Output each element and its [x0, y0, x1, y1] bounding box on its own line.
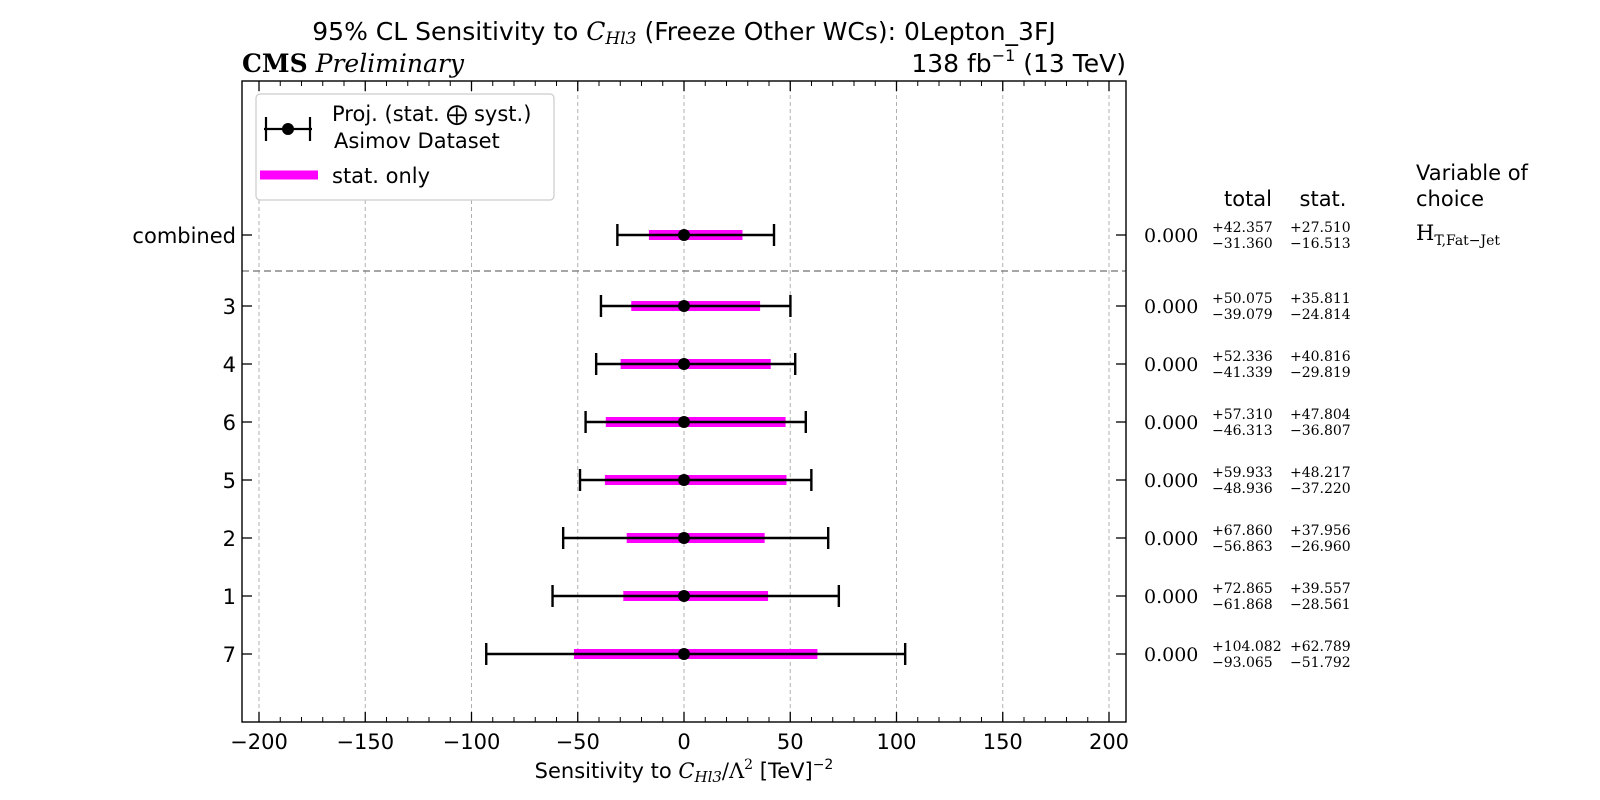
total-up-value: +67.860 [1212, 523, 1273, 539]
total-down-value: −48.936 [1212, 481, 1273, 497]
stat-up-value: +48.217 [1290, 465, 1351, 481]
x-axis-ticks: −200 −150 −100 −50 0 50 100 150 200 [230, 81, 1129, 754]
total-down-value: −39.079 [1212, 307, 1273, 323]
x-tick-label: −50 [556, 730, 600, 754]
chart-title: 95% CL Sensitivity to CHl3 (Freeze Other… [312, 17, 1055, 49]
y-tick-label: 6 [223, 411, 236, 435]
x-tick-label: 200 [1089, 730, 1129, 754]
legend-box [255, 93, 555, 201]
stat-up-value: +35.811 [1290, 291, 1351, 307]
x-tick-label: 0 [677, 730, 690, 754]
y-tick-label: 2 [223, 527, 236, 551]
total-down-value: −56.863 [1212, 539, 1273, 555]
legend-total-marker [282, 123, 294, 135]
total-down-value: −46.313 [1212, 423, 1273, 439]
stat-up-value: +27.510 [1290, 220, 1351, 236]
stat-down-value: −28.561 [1290, 597, 1351, 613]
x-tick-label: 50 [777, 730, 804, 754]
table-header-stat: stat. [1300, 187, 1347, 211]
stat-down-value: −36.807 [1290, 423, 1351, 439]
x-tick-label: −200 [230, 730, 288, 754]
total-up-value: +42.357 [1212, 220, 1273, 236]
y-tick-label: 7 [223, 643, 236, 667]
total-up-value: +59.933 [1212, 465, 1273, 481]
x-tick-label: 150 [983, 730, 1023, 754]
total-down-value: −31.360 [1212, 236, 1273, 252]
central-value: 0.000 [1144, 528, 1198, 550]
y-tick-label: 1 [223, 585, 236, 609]
stat-down-value: −37.220 [1290, 481, 1351, 497]
stat-down-value: −29.819 [1290, 365, 1351, 381]
legend: Proj. (stat. ⨁ syst.) Asimov Dataset sta… [255, 93, 555, 201]
central-point [678, 300, 690, 312]
total-down-value: −61.868 [1212, 597, 1273, 613]
x-tick-label: −100 [443, 730, 501, 754]
stat-up-value: +37.956 [1290, 523, 1351, 539]
x-tick-label: −150 [336, 730, 394, 754]
total-up-value: +104.082 [1212, 639, 1282, 655]
x-axis-label: Sensitivity to CHl3/Λ2 [TeV]−2 [535, 757, 834, 786]
central-point [678, 532, 690, 544]
stat-up-value: +62.789 [1290, 639, 1351, 655]
legend-entry-stat: stat. only [332, 164, 430, 188]
central-value: 0.000 [1144, 644, 1198, 666]
y-tick-label: 5 [223, 469, 236, 493]
stat-down-value: −51.792 [1290, 655, 1351, 671]
central-point [678, 648, 690, 660]
stat-down-value: −16.513 [1290, 236, 1351, 252]
central-point [678, 474, 690, 486]
y-axis-labels: combined 3 4 6 5 2 1 7 [132, 224, 236, 667]
central-value: 0.000 [1144, 470, 1198, 492]
legend-entry-total-line2: Asimov Dataset [334, 129, 500, 153]
table-header-variable-line1: Variable of [1416, 161, 1529, 185]
central-value: 0.000 [1144, 354, 1198, 376]
central-value: 0.000 [1144, 296, 1198, 318]
total-up-value: +52.336 [1212, 349, 1273, 365]
stat-up-value: +47.804 [1290, 407, 1351, 423]
variable-name: HT,Fat−Jet [1416, 221, 1500, 249]
x-tick-label: 100 [876, 730, 916, 754]
table-header-total: total [1224, 187, 1272, 211]
stat-up-value: +39.557 [1290, 581, 1351, 597]
lumi-label: 138 fb−1 (13 TeV) [911, 46, 1126, 78]
total-up-value: +57.310 [1212, 407, 1273, 423]
data-marks [485, 224, 907, 665]
y-tick-label: 4 [223, 353, 236, 377]
central-point [678, 416, 690, 428]
legend-entry-total-line1: Proj. (stat. ⨁ syst.) [332, 102, 531, 126]
total-down-value: −41.339 [1212, 365, 1273, 381]
table-header-variable-line2: choice [1416, 187, 1484, 211]
y-tick-label: 3 [223, 295, 236, 319]
central-point [678, 358, 690, 370]
stat-down-value: −26.960 [1290, 539, 1351, 555]
y-tick-label: combined [132, 224, 236, 248]
central-point [678, 590, 690, 602]
total-up-value: +72.865 [1212, 581, 1273, 597]
total-up-value: +50.075 [1212, 291, 1273, 307]
values-table: 0.000 +42.357−31.360 +27.510−16.513 0.000 +5… [1144, 220, 1351, 671]
central-value: 0.000 [1144, 225, 1198, 247]
experiment-label: CMS Preliminary [242, 49, 465, 78]
central-value: 0.000 [1144, 586, 1198, 608]
stat-down-value: −24.814 [1290, 307, 1351, 323]
stat-up-value: +40.816 [1290, 349, 1351, 365]
central-value: 0.000 [1144, 412, 1198, 434]
total-down-value: −93.065 [1212, 655, 1273, 671]
central-point [678, 229, 690, 241]
